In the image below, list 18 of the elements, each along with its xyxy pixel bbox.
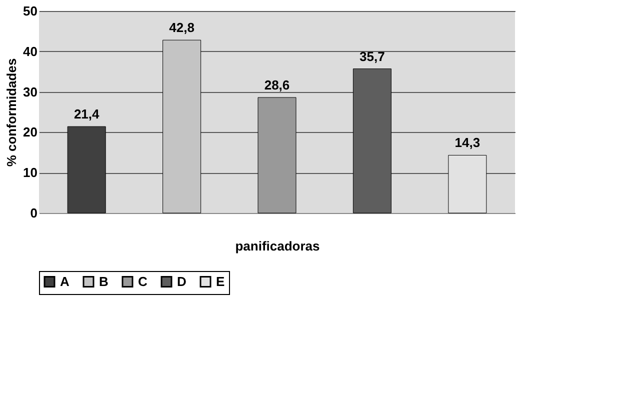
- data-label: 42,8: [169, 20, 194, 36]
- y-tick-label: 10: [23, 165, 38, 180]
- data-label: 14,3: [454, 135, 480, 150]
- y-tick-label: 20: [23, 124, 38, 140]
- legend-label: C: [138, 274, 148, 289]
- legend-label: D: [177, 274, 186, 289]
- y-tick-label: 50: [23, 4, 38, 18]
- y-tick-label: 0: [30, 206, 38, 220]
- legend-label: E: [216, 274, 225, 289]
- y-tick-label: 40: [23, 44, 38, 59]
- data-label: 35,7: [360, 48, 385, 64]
- y-axis-title: % conformidades: [4, 58, 20, 167]
- data-label: 28,6: [264, 77, 290, 92]
- legend-label: A: [60, 274, 70, 289]
- y-tick-label: 30: [23, 84, 38, 100]
- legend-label: B: [99, 274, 108, 289]
- data-label: 21,4: [74, 106, 100, 122]
- x-axis-title: panificadoras: [235, 238, 320, 254]
